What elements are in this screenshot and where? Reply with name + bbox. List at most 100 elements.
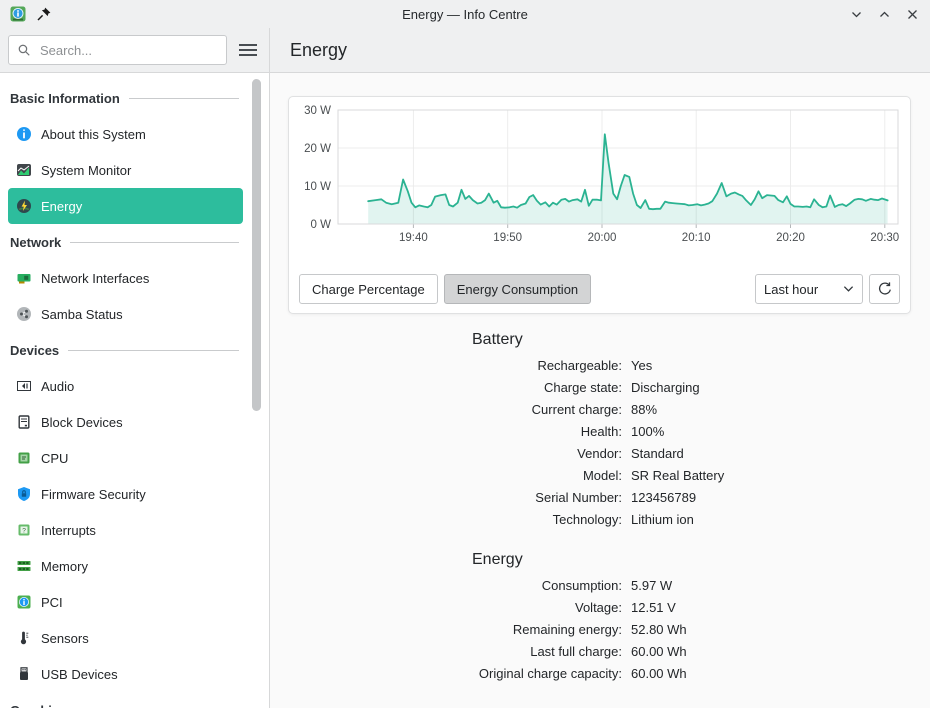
sidebar-section-basic-information: Basic Information: [0, 80, 269, 116]
field-value: 123456789: [631, 487, 724, 509]
sidebar-item-label: Sensors: [41, 631, 89, 646]
sidebar-item-network-interfaces[interactable]: Network Interfaces: [8, 260, 243, 296]
field-label: Model:: [330, 465, 622, 487]
sidebar-item-label: Samba Status: [41, 307, 123, 322]
sidebar-scrollbar[interactable]: [252, 79, 261, 411]
field-label: Consumption:: [330, 575, 622, 597]
field-value: 100%: [631, 421, 724, 443]
svg-text:20:10: 20:10: [682, 232, 711, 244]
system-monitor-icon: [16, 162, 32, 178]
field-label: Rechargeable:: [330, 355, 622, 377]
drive-icon: [16, 414, 32, 430]
svg-text:20:00: 20:00: [588, 232, 617, 244]
sidebar-section-network: Network: [0, 224, 269, 260]
window-title: Energy — Info Centre: [0, 7, 930, 22]
sidebar-item-label: About this System: [41, 127, 146, 142]
window-controls: [848, 6, 920, 22]
field-value: Standard: [631, 443, 724, 465]
sidebar-item-label: Interrupts: [41, 523, 96, 538]
sidebar-item-pci[interactable]: PCI: [8, 584, 243, 620]
sidebar-item-samba-status[interactable]: Samba Status: [8, 296, 243, 332]
pin-icon[interactable]: [36, 6, 52, 22]
svg-text:19:40: 19:40: [399, 232, 428, 244]
sidebar-item-audio[interactable]: Audio: [8, 368, 243, 404]
search-input[interactable]: [38, 42, 218, 59]
field-label: Last full charge:: [330, 641, 622, 663]
minimize-button[interactable]: [848, 6, 864, 22]
hamburger-menu-button[interactable]: [234, 35, 261, 65]
chart-controls: Charge Percentage Energy Consumption Las…: [299, 274, 900, 304]
audio-icon: [16, 378, 32, 394]
charge-percentage-button[interactable]: Charge Percentage: [299, 274, 438, 304]
svg-text:19:50: 19:50: [493, 232, 522, 244]
info-icon: [16, 126, 32, 142]
sidebar-item-label: USB Devices: [41, 667, 118, 682]
sidebar-item-label: Energy: [41, 199, 82, 214]
chart-card: 0 W10 W20 W30 W19:4019:5020:0020:1020:20…: [288, 96, 911, 314]
sidebar-item-system-monitor[interactable]: System Monitor: [8, 152, 243, 188]
field-value: 88%: [631, 399, 724, 421]
field-label: Voltage:: [330, 597, 622, 619]
section-label: Basic Information: [10, 91, 120, 106]
field-label: Health:: [330, 421, 622, 443]
section-divider: [70, 242, 239, 243]
battery-heading: Battery: [472, 331, 523, 349]
search-icon: [17, 43, 31, 57]
sidebar-toolbar: [0, 28, 270, 72]
refresh-button[interactable]: [869, 274, 900, 304]
chip-question-icon: ?: [16, 522, 32, 538]
shield-lock-icon: [16, 486, 32, 502]
network-card-icon: [16, 270, 32, 286]
sidebar-list: Basic Information About this System System…: [0, 80, 269, 708]
svg-text:?: ?: [22, 527, 26, 534]
usb-icon: [16, 666, 32, 682]
energy-icon: [16, 198, 32, 214]
sidebar-item-about-this-system[interactable]: About this System: [8, 116, 243, 152]
sidebar-item-memory[interactable]: Memory: [8, 548, 243, 584]
field-value: Yes: [631, 355, 724, 377]
cpu-icon: [16, 450, 32, 466]
section-label: Devices: [10, 343, 59, 358]
maximize-button[interactable]: [876, 6, 892, 22]
battery-fields: Rechargeable: Yes Charge state: Discharging…: [330, 355, 724, 531]
sidebar-item-label: PCI: [41, 595, 63, 610]
search-box[interactable]: [8, 35, 227, 65]
sidebar-item-label: System Monitor: [41, 163, 131, 178]
titlebar: Energy — Info Centre: [0, 0, 930, 28]
sidebar-item-cpu[interactable]: CPU: [8, 440, 243, 476]
close-button[interactable]: [904, 6, 920, 22]
sidebar-item-sensors[interactable]: Sensors: [8, 620, 243, 656]
sidebar-item-block-devices[interactable]: Block Devices: [8, 404, 243, 440]
field-label: Charge state:: [330, 377, 622, 399]
energy-fields: Consumption:5.97 WVoltage:12.51 VRemaini…: [330, 575, 687, 685]
sidebar-item-firmware-security[interactable]: Firmware Security: [8, 476, 243, 512]
info-centre-window: Energy — Info Centre: [0, 0, 930, 708]
sidebar-section-graphics: Graphics: [0, 692, 269, 708]
field-label: Current charge:: [330, 399, 622, 421]
field-value: 52.80 Wh: [631, 619, 687, 641]
field-value: 5.97 W: [631, 575, 687, 597]
timespan-select[interactable]: Last hour: [755, 274, 863, 304]
sidebar-item-energy[interactable]: Energy: [8, 188, 243, 224]
energy-consumption-button[interactable]: Energy Consumption: [444, 274, 591, 304]
energy-heading: Energy: [472, 551, 523, 569]
toolbar: Energy: [0, 28, 930, 73]
field-label: Serial Number:: [330, 487, 622, 509]
sidebar-item-usb-devices[interactable]: USB Devices: [8, 656, 243, 692]
section-divider: [129, 98, 239, 99]
sidebar-item-label: Block Devices: [41, 415, 123, 430]
section-label: Network: [10, 235, 61, 250]
thermometer-icon: [16, 630, 32, 646]
sidebar-item-label: Network Interfaces: [41, 271, 149, 286]
field-label: Original charge capacity:: [330, 663, 622, 685]
svg-text:0 W: 0 W: [311, 219, 332, 231]
energy-consumption-chart: 0 W10 W20 W30 W19:4019:5020:0020:1020:20…: [297, 100, 902, 252]
field-value: Discharging: [631, 377, 724, 399]
sidebar-item-label: Firmware Security: [41, 487, 146, 502]
sidebar-item-label: Memory: [41, 559, 88, 574]
share-icon: [16, 306, 32, 322]
sidebar-item-interrupts[interactable]: ? Interrupts: [8, 512, 243, 548]
field-value: SR Real Battery: [631, 465, 724, 487]
chevron-down-icon: [843, 285, 854, 293]
field-value: 60.00 Wh: [631, 641, 687, 663]
